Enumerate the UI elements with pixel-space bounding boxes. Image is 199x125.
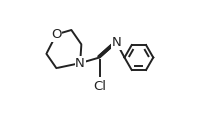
Text: Cl: Cl [93, 80, 106, 93]
Text: N: N [75, 57, 85, 70]
Text: N: N [111, 36, 121, 49]
Text: O: O [51, 28, 62, 41]
